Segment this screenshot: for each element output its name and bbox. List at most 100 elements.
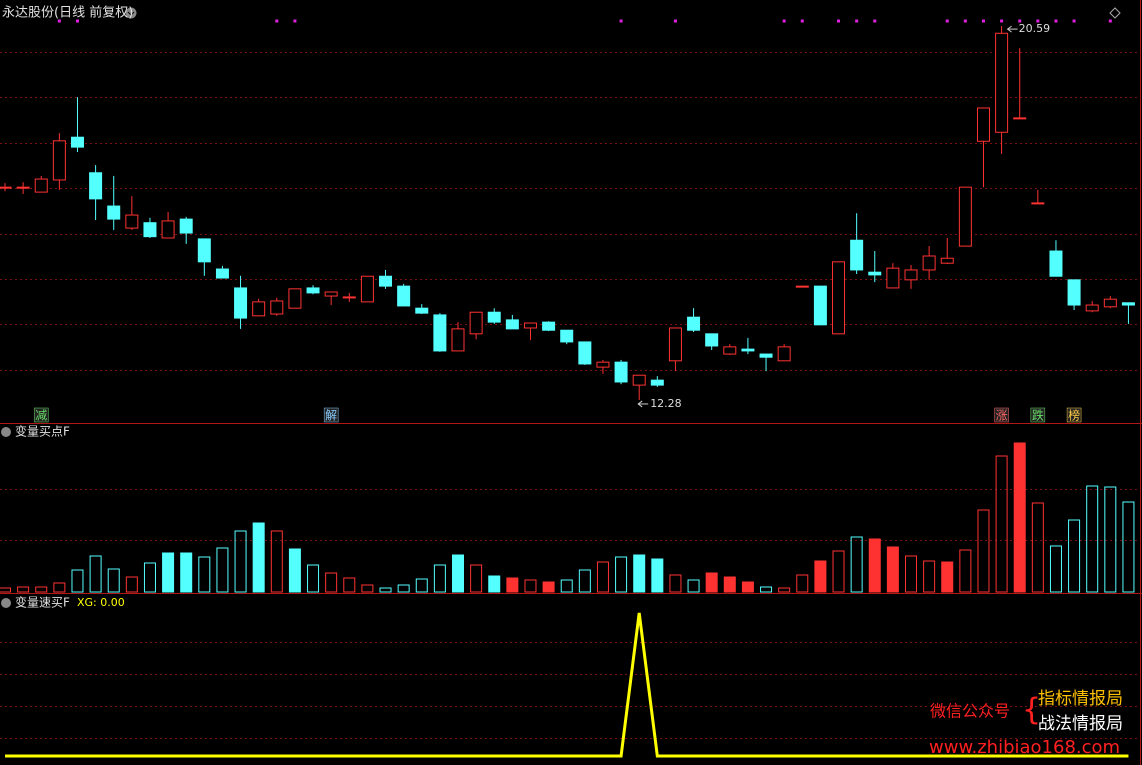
candle-body xyxy=(976,107,990,142)
candle-body xyxy=(487,311,501,323)
watermark-brand: 战法情报局 xyxy=(1038,714,1123,734)
volume-bar xyxy=(542,581,555,593)
signal-marker xyxy=(275,19,279,23)
candle-body xyxy=(795,285,809,288)
signal-marker xyxy=(75,19,79,23)
menu-icon[interactable] xyxy=(125,7,137,19)
candle-body xyxy=(1103,298,1117,308)
signal-box xyxy=(1030,407,1046,423)
line-series xyxy=(5,612,1129,758)
volume-bar xyxy=(1049,545,1062,593)
watermark-brand: 指标情报局 xyxy=(1038,689,1123,709)
watermark-label: 微信公众号 xyxy=(930,702,1010,721)
volume-bar xyxy=(814,560,827,593)
candle-body xyxy=(215,268,229,279)
signal-marker xyxy=(873,19,877,23)
volume-bar xyxy=(633,554,646,593)
diamond-icon[interactable] xyxy=(1109,7,1121,19)
volume-bar xyxy=(615,556,628,593)
signal-label: 跌 xyxy=(1032,408,1044,423)
candle-body xyxy=(850,239,864,271)
volume-bar xyxy=(216,547,229,593)
volume-bar xyxy=(1031,502,1044,593)
panel-title: 变量买点F xyxy=(15,424,70,439)
candle-body xyxy=(940,257,954,264)
candle-body xyxy=(596,361,610,368)
candle-body xyxy=(16,186,30,189)
watermark-url: www.zhibiao168.com xyxy=(929,737,1120,758)
candle-body xyxy=(995,32,1009,133)
candle-body xyxy=(125,214,139,229)
volume-bar xyxy=(1068,519,1081,593)
candle-body xyxy=(415,307,429,314)
candle-body xyxy=(1031,202,1045,205)
candle-body xyxy=(161,220,175,239)
signal-label: 减 xyxy=(35,409,47,423)
candle-body xyxy=(34,178,48,193)
candle-body xyxy=(270,300,284,315)
volume-bar xyxy=(288,548,301,593)
volume-bar xyxy=(886,546,899,593)
signal-marker xyxy=(782,19,786,23)
volume-bar xyxy=(107,568,120,593)
volume-bar xyxy=(35,586,48,593)
signal-marker xyxy=(1000,19,1004,23)
panel-icon[interactable] xyxy=(1,598,11,608)
candle-body xyxy=(107,205,121,220)
volume-bar xyxy=(705,572,718,593)
candle-body xyxy=(397,285,411,307)
volume-bar xyxy=(760,586,773,593)
signal-marker xyxy=(619,19,623,23)
volume-bar xyxy=(325,572,338,593)
signal-box xyxy=(1066,407,1082,423)
annotation: 20.59 xyxy=(1019,22,1051,35)
annotation-arrow xyxy=(1006,25,1012,33)
brace: { xyxy=(1022,693,1041,728)
candle-body xyxy=(234,287,248,319)
candle-body xyxy=(687,316,701,331)
signal-marker xyxy=(1108,19,1112,23)
volume-bar xyxy=(669,574,682,593)
candle-body xyxy=(759,353,773,358)
signal-marker xyxy=(800,19,804,23)
volume-bar xyxy=(596,561,609,593)
candle-body xyxy=(1067,279,1081,306)
volume-bar xyxy=(1104,486,1117,593)
volume-bar xyxy=(1122,501,1135,593)
volume-bar xyxy=(53,582,66,593)
candle-body xyxy=(632,374,646,386)
volume-bar xyxy=(832,550,845,593)
signal-marker xyxy=(293,19,297,23)
volume-bar xyxy=(17,586,30,593)
volume-bar xyxy=(143,562,156,593)
volume-bar xyxy=(850,536,863,593)
plot: 20.59 12.28 减 解 涨 跌 榜 xyxy=(0,19,1135,758)
volume-bar xyxy=(162,552,175,593)
candle-body xyxy=(560,329,574,343)
candle-body xyxy=(542,321,556,331)
candle-body xyxy=(52,140,66,181)
volume-bar xyxy=(977,509,990,593)
volume-bar xyxy=(415,578,428,593)
volume-bar xyxy=(578,569,591,593)
candle-body xyxy=(813,285,827,326)
candle-body xyxy=(179,218,193,234)
candle-body xyxy=(505,319,519,330)
candle-body xyxy=(0,186,12,189)
panel-icon[interactable] xyxy=(1,427,11,437)
candle-body xyxy=(668,327,682,362)
signal-marker xyxy=(1072,19,1076,23)
candle-body xyxy=(379,275,393,287)
volume-bar xyxy=(905,555,917,593)
candle-body xyxy=(360,275,374,303)
volume-bar xyxy=(868,538,881,593)
candle-body xyxy=(650,379,664,386)
signal-marker xyxy=(1054,19,1058,23)
candle-body xyxy=(1049,250,1063,277)
signal-marker xyxy=(981,19,985,23)
signal-label: 榜 xyxy=(1068,408,1080,423)
volume-bar xyxy=(89,555,102,593)
candle-body xyxy=(723,346,737,355)
